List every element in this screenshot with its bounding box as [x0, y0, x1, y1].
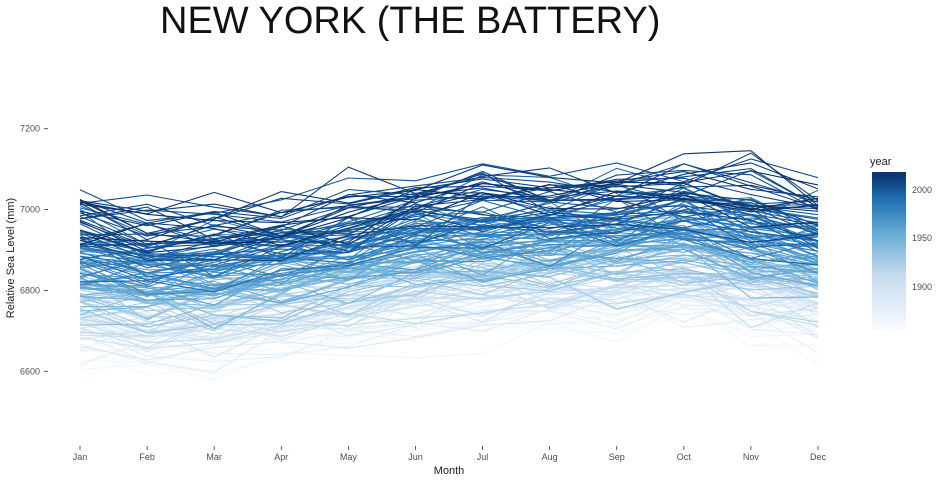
- series-line: [79, 221, 819, 298]
- series-line: [79, 271, 819, 334]
- x-tick-label: May: [340, 452, 358, 462]
- series-line: [79, 292, 819, 344]
- series-line: [79, 199, 819, 274]
- x-tick-label: Apr: [274, 452, 288, 462]
- x-tick-label: Nov: [743, 452, 760, 462]
- series-line: [79, 293, 819, 361]
- x-tick-label: Jan: [73, 452, 88, 462]
- series-line: [79, 231, 819, 297]
- legend-tick-label: 1900: [912, 281, 933, 292]
- legend-colorbar: [872, 172, 906, 330]
- series-line: [79, 150, 819, 215]
- x-axis: Jan Feb Mar Apr May Jun Jul Aug Sep Oct Nov Dec: [73, 446, 827, 462]
- y-tick-label: 6800: [20, 285, 40, 295]
- series-line: [79, 211, 819, 253]
- series-line: [79, 198, 819, 259]
- series-line: [79, 228, 819, 286]
- series-line: [79, 169, 819, 224]
- series-line: [79, 193, 819, 261]
- y-tick-label: 7000: [20, 205, 40, 215]
- series-line: [79, 299, 819, 366]
- series-line: [79, 238, 819, 306]
- series-line: [79, 184, 819, 237]
- series-line: [79, 192, 819, 247]
- series-line: [79, 185, 819, 242]
- x-tick-label: Dec: [810, 452, 827, 462]
- x-tick-label: Sep: [609, 452, 625, 462]
- y-tick-label: 7200: [20, 124, 40, 134]
- series-line: [79, 272, 819, 331]
- series-line: [79, 222, 819, 293]
- x-tick-label: Jul: [477, 452, 489, 462]
- series-line: [79, 270, 819, 328]
- chart-title: NEW YORK (THE BATTERY): [160, 0, 661, 42]
- legend-title: year: [870, 156, 892, 168]
- series-line: [79, 248, 819, 295]
- series-lines: [79, 150, 819, 381]
- y-axis-title: Relative Sea Level (mm): [5, 198, 17, 318]
- series-line: [79, 190, 819, 249]
- series-line: [79, 219, 819, 290]
- series-line: [79, 285, 819, 373]
- series-line: [79, 208, 819, 284]
- series-line: [79, 205, 819, 281]
- series-line: [79, 170, 819, 224]
- series-line: [79, 257, 819, 328]
- legend-tick-label: 2000: [912, 185, 933, 196]
- legend-tick-label: 1950: [912, 233, 933, 244]
- series-line: [79, 244, 819, 301]
- series-line: [79, 199, 819, 246]
- x-tick-label: Mar: [206, 452, 222, 462]
- y-axis: 6600 6800 7000 7200: [20, 124, 48, 376]
- series-line: [79, 171, 819, 234]
- x-axis-title: Month: [434, 465, 465, 477]
- x-tick-label: Oct: [677, 452, 692, 462]
- series-line: [79, 223, 819, 262]
- series-line: [79, 162, 819, 218]
- series-line: [79, 183, 819, 247]
- series-line: [79, 183, 819, 244]
- x-tick-label: Aug: [542, 452, 558, 462]
- series-line: [79, 303, 819, 381]
- series-line: [79, 290, 819, 351]
- y-tick-label: 6600: [20, 366, 40, 376]
- x-tick-label: Jun: [408, 452, 423, 462]
- series-line: [79, 233, 819, 287]
- x-tick-label: Feb: [139, 452, 155, 462]
- series-line: [79, 258, 819, 320]
